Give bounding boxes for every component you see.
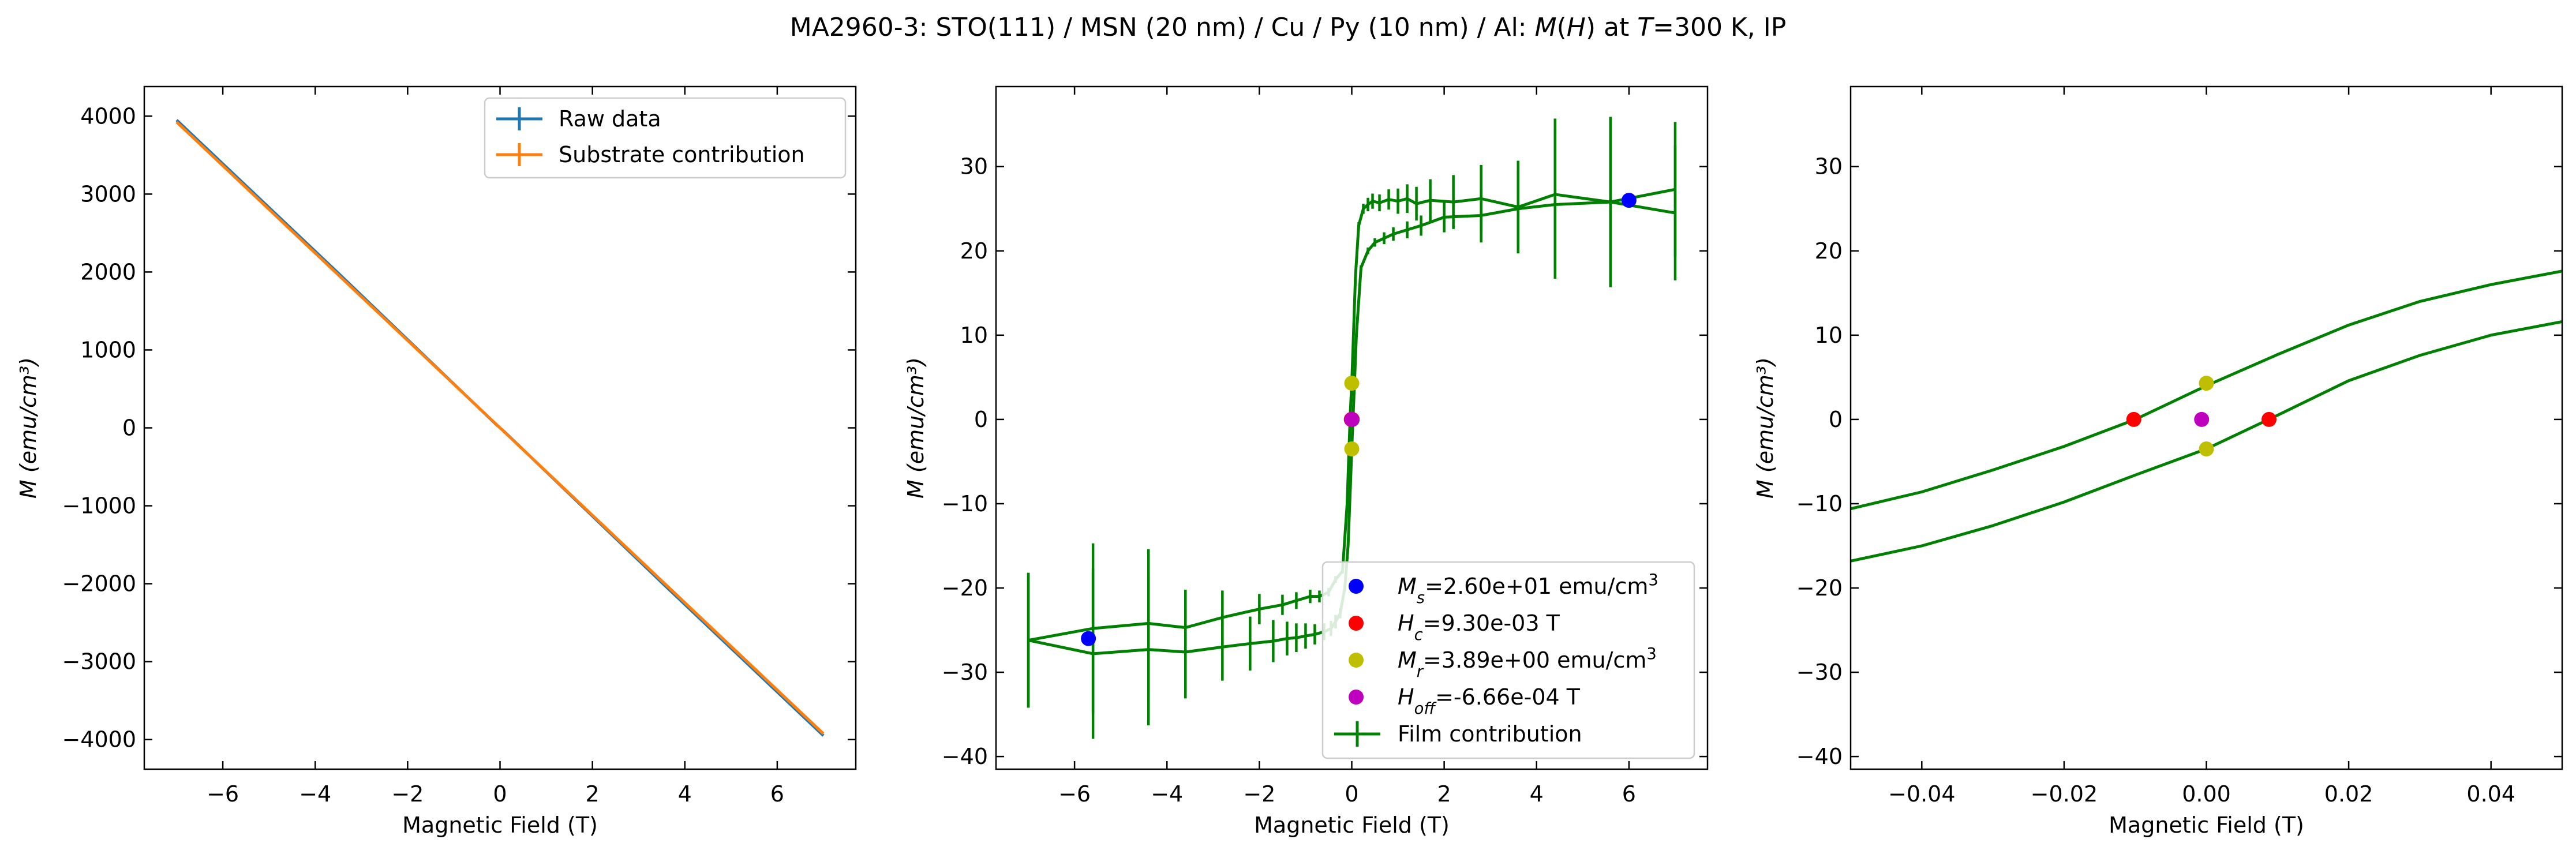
y-tick-label: −40	[942, 744, 988, 769]
x-tick-label: −4	[1151, 781, 1183, 807]
x-tick-label: −0.02	[2031, 781, 2098, 807]
y-tick-label: 30	[960, 154, 988, 179]
x-tick-label: 0.02	[2324, 781, 2373, 807]
y-tick-label: −20	[1796, 575, 1843, 601]
legend-marker	[1349, 616, 1364, 631]
legend-marker	[1349, 653, 1364, 668]
marker-point	[2194, 411, 2210, 427]
y-tick-label: 3000	[80, 181, 136, 207]
x-tick-label: −2	[391, 781, 424, 807]
y-tick-label: −10	[1796, 491, 1843, 516]
series-line-0	[1028, 188, 1676, 642]
marker-point	[2126, 411, 2141, 427]
y-tick-label: 30	[1815, 154, 1843, 179]
y-tick-label: 0	[974, 407, 988, 432]
x-axis-label: Magnetic Field (T)	[1254, 812, 1450, 838]
y-tick-label: 1000	[80, 337, 136, 362]
x-tick-label: 6	[770, 781, 784, 807]
x-tick-label: 0.04	[2466, 781, 2515, 807]
y-tick-label: 0	[122, 415, 136, 441]
x-tick-label: 2	[586, 781, 600, 807]
x-tick-label: 4	[1530, 781, 1544, 807]
y-tick-label: 10	[960, 323, 988, 348]
y-tick-label: −2000	[62, 571, 136, 597]
x-axis-label: Magnetic Field (T)	[2109, 812, 2304, 838]
x-tick-label: −2	[1243, 781, 1275, 807]
figure-title: MA2960-3: STO(111) / MSN (20 nm) / Cu / …	[790, 13, 1787, 42]
y-tick-label: −30	[942, 660, 988, 685]
y-axis-label: M (emu/cm³)	[903, 357, 928, 499]
y-tick-label: 10	[1815, 323, 1843, 348]
x-tick-label: 0	[1345, 781, 1358, 807]
chart-panel-film-zoom: −0.04 −0.02 0.00 0.02 0.04 −40 −30 −20 −10 0 10 20 3…	[1753, 85, 2563, 838]
x-tick-label: 4	[678, 781, 692, 807]
y-tick-label: 20	[1815, 238, 1843, 264]
chart-panel-raw-substrate: −6 −4 −2 0 2 4 6 −4000 −3000 −2000 −1000 0 1000 2000 3…	[16, 85, 857, 838]
marker-point	[2262, 411, 2277, 427]
y-axis-label: M (emu/cm³)	[1753, 357, 1778, 499]
marker-point	[1344, 411, 1360, 427]
legend-label: Mr=3.89e+00 emu/cm3	[1398, 645, 1657, 681]
y-tick-label: −40	[1796, 744, 1843, 769]
x-tick-label: 0	[493, 781, 507, 807]
series-line-1	[1028, 200, 1676, 656]
y-tick-label: −3000	[62, 649, 136, 675]
y-tick-label: 0	[1829, 407, 1843, 432]
y-tick-label: 20	[960, 238, 988, 264]
y-tick-label: −1000	[62, 493, 136, 519]
marker-point	[2199, 441, 2214, 457]
y-tick-label: −20	[942, 575, 988, 601]
y-tick-label: −30	[1796, 660, 1843, 685]
marker-point	[1344, 376, 1360, 391]
x-tick-label: 2	[1437, 781, 1451, 807]
x-tick-label: −6	[207, 781, 239, 807]
plot-area	[175, 119, 825, 737]
legend-label: Ms=2.60e+01 emu/cm3	[1398, 571, 1658, 607]
legend-label: Raw data	[559, 106, 661, 132]
legend-label: Hoff=-6.66e-04 T	[1398, 684, 1581, 718]
x-tick-label: −6	[1058, 781, 1091, 807]
marker-point	[1081, 631, 1096, 646]
x-tick-label: −0.04	[1888, 781, 1955, 807]
x-axis-label: Magnetic Field (T)	[402, 812, 598, 838]
legend-label: Hc=9.30e-03 T	[1398, 610, 1560, 644]
y-tick-label: 4000	[80, 103, 136, 129]
y-axis-label: M (emu/cm³)	[16, 357, 41, 499]
x-tick-label: −4	[299, 781, 331, 807]
legend-label: Film contribution	[1398, 721, 1582, 747]
legend-marker	[1349, 690, 1364, 705]
x-tick-label: 6	[1622, 781, 1636, 807]
legend-box	[1321, 561, 1695, 759]
x-tick-label: 0.00	[2182, 781, 2231, 807]
legend-label: Substrate contribution	[559, 142, 805, 167]
y-tick-label: 2000	[80, 259, 136, 284]
plot-area	[1851, 269, 2562, 563]
legend-marker	[1349, 579, 1364, 594]
series-line-1	[175, 121, 825, 735]
y-tick-label: −10	[942, 491, 988, 516]
plot-area	[1027, 117, 1677, 739]
y-tick-label: −4000	[62, 727, 136, 752]
marker-point	[1621, 193, 1637, 208]
marker-point	[1344, 441, 1360, 457]
marker-point	[2199, 376, 2214, 391]
legend: Raw data Substrate contribution	[484, 97, 847, 179]
legend-box	[484, 97, 847, 179]
